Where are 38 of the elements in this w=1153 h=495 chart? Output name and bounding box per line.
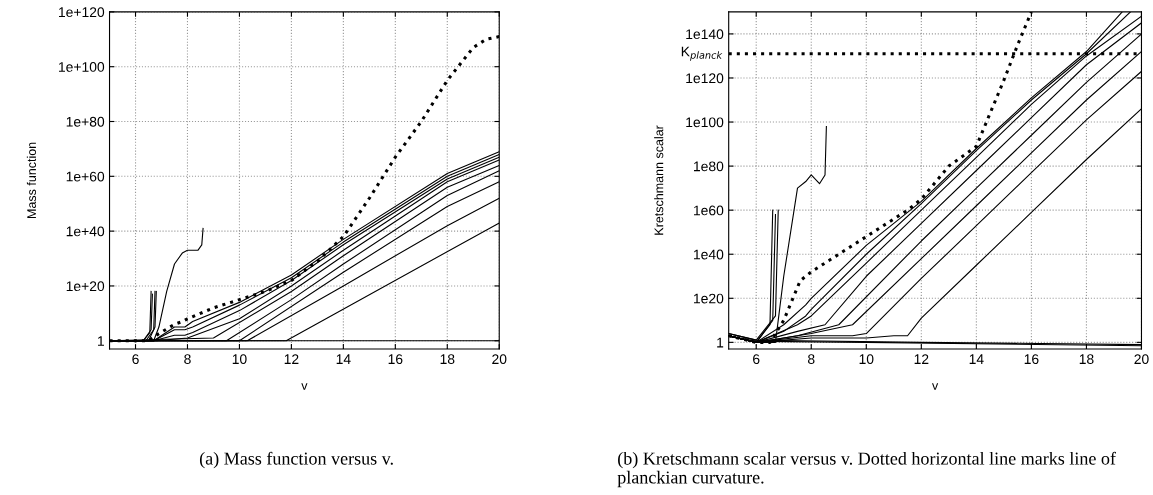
y-tick-label: 1e40 — [694, 249, 724, 260]
y-tick-label: 1e80 — [694, 161, 724, 172]
x-tick-label: 12 — [914, 354, 929, 364]
text: (a) Mass function versus v. — [199, 451, 393, 469]
y-axis-title: Mass function — [26, 142, 37, 218]
y-tick-label: 1e+120 — [59, 7, 105, 18]
y-tick-label: 1e+40 — [66, 226, 105, 237]
y-tick-label: 1e+60 — [66, 171, 105, 182]
y-tick-label: 1e+80 — [66, 116, 105, 127]
x-tick-label: 12 — [284, 354, 299, 364]
y-tick-label: 1e60 — [694, 205, 724, 216]
y-tick-label: 1 — [98, 336, 104, 346]
y-tick-label: 1e+100 — [59, 62, 105, 72]
x-tick-label: 14 — [336, 354, 351, 364]
y-tick-label: 1e100 — [686, 117, 724, 128]
y-tick-label: 1e20 — [694, 293, 724, 304]
x-tick-label: 8 — [807, 354, 815, 365]
x-axis-title: v — [932, 383, 939, 390]
text: (b) Kretschmann scalar versus v. Dotted horizontal line marks line of planckian curvature. — [617, 451, 1116, 488]
x-tick-label: 6 — [132, 354, 139, 365]
y-tick-label: 1e+20 — [66, 281, 105, 292]
x-tick-label: 10 — [859, 354, 874, 365]
x-tick-label: 18 — [1079, 354, 1094, 365]
x-tick-label: 8 — [184, 354, 191, 365]
x-tick-label: 20 — [492, 354, 507, 365]
ref-line-label: K$_{planck}$ — [681, 46, 723, 61]
x-tick-label: 18 — [440, 354, 455, 365]
x-tick-label: 14 — [969, 354, 984, 364]
y-tick-label: 1e120 — [686, 73, 724, 84]
y-tick-label: 1e140 — [686, 29, 724, 40]
y-tick-label: 1 — [717, 337, 724, 348]
x-axis-title: v — [301, 383, 308, 390]
x-tick-label: 10 — [232, 354, 247, 365]
x-tick-label: 16 — [1024, 354, 1039, 365]
x-tick-label: 16 — [388, 354, 403, 365]
x-tick-label: 6 — [753, 354, 760, 365]
x-tick-label: 20 — [1134, 354, 1149, 365]
y-axis-title: Kretschmann scalar — [654, 125, 664, 235]
